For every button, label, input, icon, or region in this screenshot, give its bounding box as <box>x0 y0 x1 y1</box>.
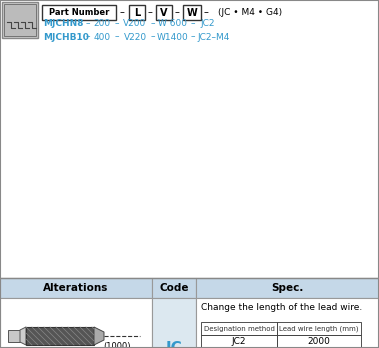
Bar <box>152 298 196 348</box>
Text: V: V <box>160 8 168 17</box>
Text: L: L <box>134 8 140 17</box>
Bar <box>183 5 201 20</box>
Text: Lead wire length (mm): Lead wire length (mm) <box>279 325 359 332</box>
Text: Designation method: Designation method <box>204 325 274 332</box>
Text: V200: V200 <box>124 19 147 29</box>
Polygon shape <box>20 327 26 345</box>
Text: –: – <box>151 19 155 29</box>
Text: 2000: 2000 <box>308 337 330 346</box>
Text: –: – <box>86 32 90 41</box>
Text: –: – <box>175 8 179 17</box>
Bar <box>277 322 361 335</box>
Polygon shape <box>94 327 104 345</box>
Text: MJCHN8: MJCHN8 <box>43 19 83 29</box>
Text: Alterations: Alterations <box>43 283 109 293</box>
Bar <box>0 0 379 70</box>
Text: JC2: JC2 <box>201 19 215 29</box>
Text: JC2: JC2 <box>232 337 246 346</box>
Text: –: – <box>115 32 119 41</box>
Bar <box>4 4 36 36</box>
Text: JC2–M4: JC2–M4 <box>198 32 230 41</box>
Text: –: – <box>191 19 195 29</box>
Text: 400: 400 <box>94 32 111 41</box>
Text: (JC • M4 • G4): (JC • M4 • G4) <box>218 8 282 17</box>
Text: Spec.: Spec. <box>271 283 304 293</box>
Text: –: – <box>147 8 152 17</box>
Bar <box>8 330 20 342</box>
Text: V220: V220 <box>124 32 147 41</box>
Text: W 600: W 600 <box>158 19 188 29</box>
Text: –: – <box>151 32 155 41</box>
Text: Part Number: Part Number <box>49 8 109 17</box>
Text: W1400: W1400 <box>157 32 189 41</box>
Bar <box>152 278 196 298</box>
Text: Code: Code <box>159 283 189 293</box>
Bar <box>42 5 116 20</box>
Text: MJCHB10: MJCHB10 <box>43 32 89 41</box>
Bar <box>196 278 379 298</box>
Bar <box>196 298 379 348</box>
Bar <box>156 5 172 20</box>
Bar <box>201 322 277 335</box>
Text: –: – <box>204 8 208 17</box>
Bar <box>26 327 94 345</box>
Text: Change the length of the lead wire.: Change the length of the lead wire. <box>201 303 362 313</box>
Text: –: – <box>115 19 119 29</box>
Bar <box>277 335 361 348</box>
Bar <box>129 5 145 20</box>
Text: –: – <box>86 19 90 29</box>
Bar <box>0 278 379 348</box>
Bar <box>0 298 152 348</box>
Text: –: – <box>191 32 195 41</box>
Bar <box>201 335 277 348</box>
Bar <box>0 278 152 298</box>
Text: –: – <box>119 8 124 17</box>
Text: (1000): (1000) <box>103 342 131 348</box>
Text: W: W <box>186 8 197 17</box>
Bar <box>2 2 38 38</box>
Text: 200: 200 <box>94 19 111 29</box>
Text: JC: JC <box>166 340 182 348</box>
